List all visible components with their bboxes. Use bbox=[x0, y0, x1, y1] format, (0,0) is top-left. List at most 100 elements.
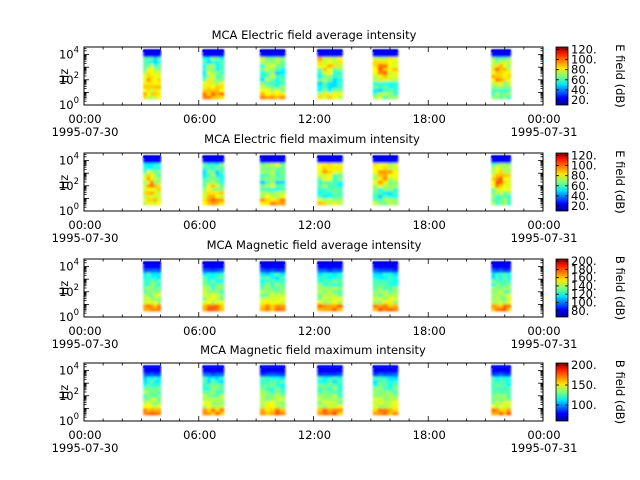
spectrogram-cell bbox=[387, 265, 394, 270]
x-tick-label: 00:00 bbox=[68, 324, 101, 338]
spectrogram-cell bbox=[499, 379, 504, 384]
spectrogram-cell bbox=[322, 187, 328, 192]
spectrogram-cell bbox=[146, 159, 151, 164]
spectrogram-cell bbox=[143, 386, 148, 391]
spectrogram-cell bbox=[372, 159, 379, 164]
spectrogram-cell bbox=[372, 272, 379, 277]
x-tick-label: 00:00 bbox=[527, 218, 560, 232]
spectrogram-cell bbox=[499, 77, 504, 82]
spectrogram-cell bbox=[259, 286, 266, 291]
spectrogram-cell bbox=[387, 376, 394, 381]
spectrogram-cell bbox=[499, 275, 504, 280]
spectrogram-cell bbox=[157, 411, 162, 416]
panel-1-colorbar-bar bbox=[555, 152, 569, 212]
spectrogram-cell bbox=[259, 282, 266, 287]
spectrogram-block bbox=[372, 261, 399, 312]
colorbar-tick-label: 100. bbox=[571, 398, 597, 412]
spectrogram-cell bbox=[499, 91, 504, 96]
spectrogram-cell bbox=[219, 56, 225, 61]
spectrogram-cell bbox=[202, 176, 208, 181]
spectrogram-cell bbox=[322, 162, 328, 167]
spectrogram-cell bbox=[499, 187, 504, 192]
spectrogram-cell bbox=[153, 296, 158, 301]
spectrogram-cell bbox=[327, 289, 333, 294]
spectrogram-cell bbox=[274, 190, 281, 195]
spectrogram-cell bbox=[502, 397, 508, 402]
spectrogram-cell bbox=[495, 300, 500, 305]
spectrogram-cell bbox=[259, 289, 266, 294]
spectrogram-cell bbox=[491, 81, 496, 86]
x-tick-label: 00:00 bbox=[527, 324, 560, 338]
spectrogram-cell bbox=[491, 376, 496, 381]
spectrogram-cell bbox=[264, 70, 271, 75]
spectrogram-cell bbox=[502, 265, 508, 270]
spectrogram-cell bbox=[491, 383, 496, 388]
spectrogram-cell bbox=[219, 303, 225, 308]
spectrogram-cell bbox=[372, 289, 379, 294]
spectrogram-cell bbox=[317, 180, 323, 185]
spectrogram-cell bbox=[372, 194, 379, 199]
spectrogram-cell bbox=[392, 307, 399, 312]
spectrogram-cell bbox=[322, 303, 328, 308]
spectrogram-cell bbox=[322, 265, 328, 270]
colorbar-tick-label: 150. bbox=[571, 378, 597, 392]
spectrogram-cell bbox=[317, 397, 323, 402]
spectrogram-cell bbox=[264, 383, 271, 388]
spectrogram-cell bbox=[382, 279, 389, 284]
spectrogram-cell bbox=[219, 407, 225, 412]
spectrogram-cell bbox=[491, 275, 496, 280]
spectrogram-cell bbox=[143, 56, 148, 61]
panel-1-ylabel: Hz bbox=[57, 175, 71, 190]
spectrogram-cell bbox=[215, 386, 221, 391]
x-tick-label: 12:00 bbox=[298, 218, 331, 232]
spectrogram-cell bbox=[202, 307, 208, 312]
spectrogram-cell bbox=[279, 390, 286, 395]
spectrogram-cell bbox=[337, 176, 343, 181]
spectrogram-cell bbox=[502, 63, 508, 68]
spectrogram-cell bbox=[392, 286, 399, 291]
spectrogram-cell bbox=[327, 180, 333, 185]
spectrogram-cell bbox=[202, 300, 208, 305]
spectrogram-cell bbox=[491, 194, 496, 199]
spectrogram-cell bbox=[332, 201, 338, 206]
spectrogram-cell bbox=[499, 70, 504, 75]
spectrogram-cell bbox=[143, 84, 148, 89]
spectrogram-cell bbox=[491, 390, 496, 395]
spectrogram-cell bbox=[332, 162, 338, 167]
spectrogram-cell bbox=[279, 173, 286, 178]
spectrogram-block bbox=[143, 261, 162, 312]
spectrogram-cell bbox=[146, 400, 151, 405]
spectrogram-cell bbox=[327, 300, 333, 305]
spectrogram-cell bbox=[202, 275, 208, 280]
spectrogram-cell bbox=[206, 383, 212, 388]
spectrogram-cell bbox=[337, 166, 343, 171]
spectrogram-cell bbox=[146, 95, 151, 100]
spectrogram-cell bbox=[506, 91, 512, 96]
spectrogram-cell bbox=[392, 296, 399, 301]
spectrogram-cell bbox=[317, 293, 323, 298]
spectrogram-cell bbox=[317, 70, 323, 75]
spectrogram-cell bbox=[210, 187, 216, 192]
spectrogram-cell bbox=[279, 53, 286, 58]
spectrogram-cell bbox=[215, 162, 221, 167]
spectrogram-cell bbox=[279, 376, 286, 381]
spectrogram-cell bbox=[392, 300, 399, 305]
spectrogram-cell bbox=[337, 393, 343, 398]
panel-3-title: MCA Magnetic field maximum intensity bbox=[200, 343, 426, 357]
spectrogram-cell bbox=[337, 400, 343, 405]
spectrogram-cell bbox=[279, 74, 286, 79]
spectrogram-cell bbox=[269, 411, 276, 416]
spectrogram-cell bbox=[202, 400, 208, 405]
spectrogram-cell bbox=[372, 400, 379, 405]
spectrogram-cell bbox=[332, 300, 338, 305]
spectrogram-cell bbox=[372, 376, 379, 381]
spectrogram-cell bbox=[215, 268, 221, 273]
spectrogram-cell bbox=[382, 70, 389, 75]
spectrogram-cell bbox=[157, 77, 162, 82]
spectrogram-cell bbox=[502, 386, 508, 391]
spectrogram-cell bbox=[387, 372, 394, 377]
spectrogram-cell bbox=[382, 56, 389, 61]
spectrogram-cell bbox=[279, 279, 286, 284]
spectrogram-cell bbox=[491, 91, 496, 96]
spectrogram-cell bbox=[377, 376, 384, 381]
